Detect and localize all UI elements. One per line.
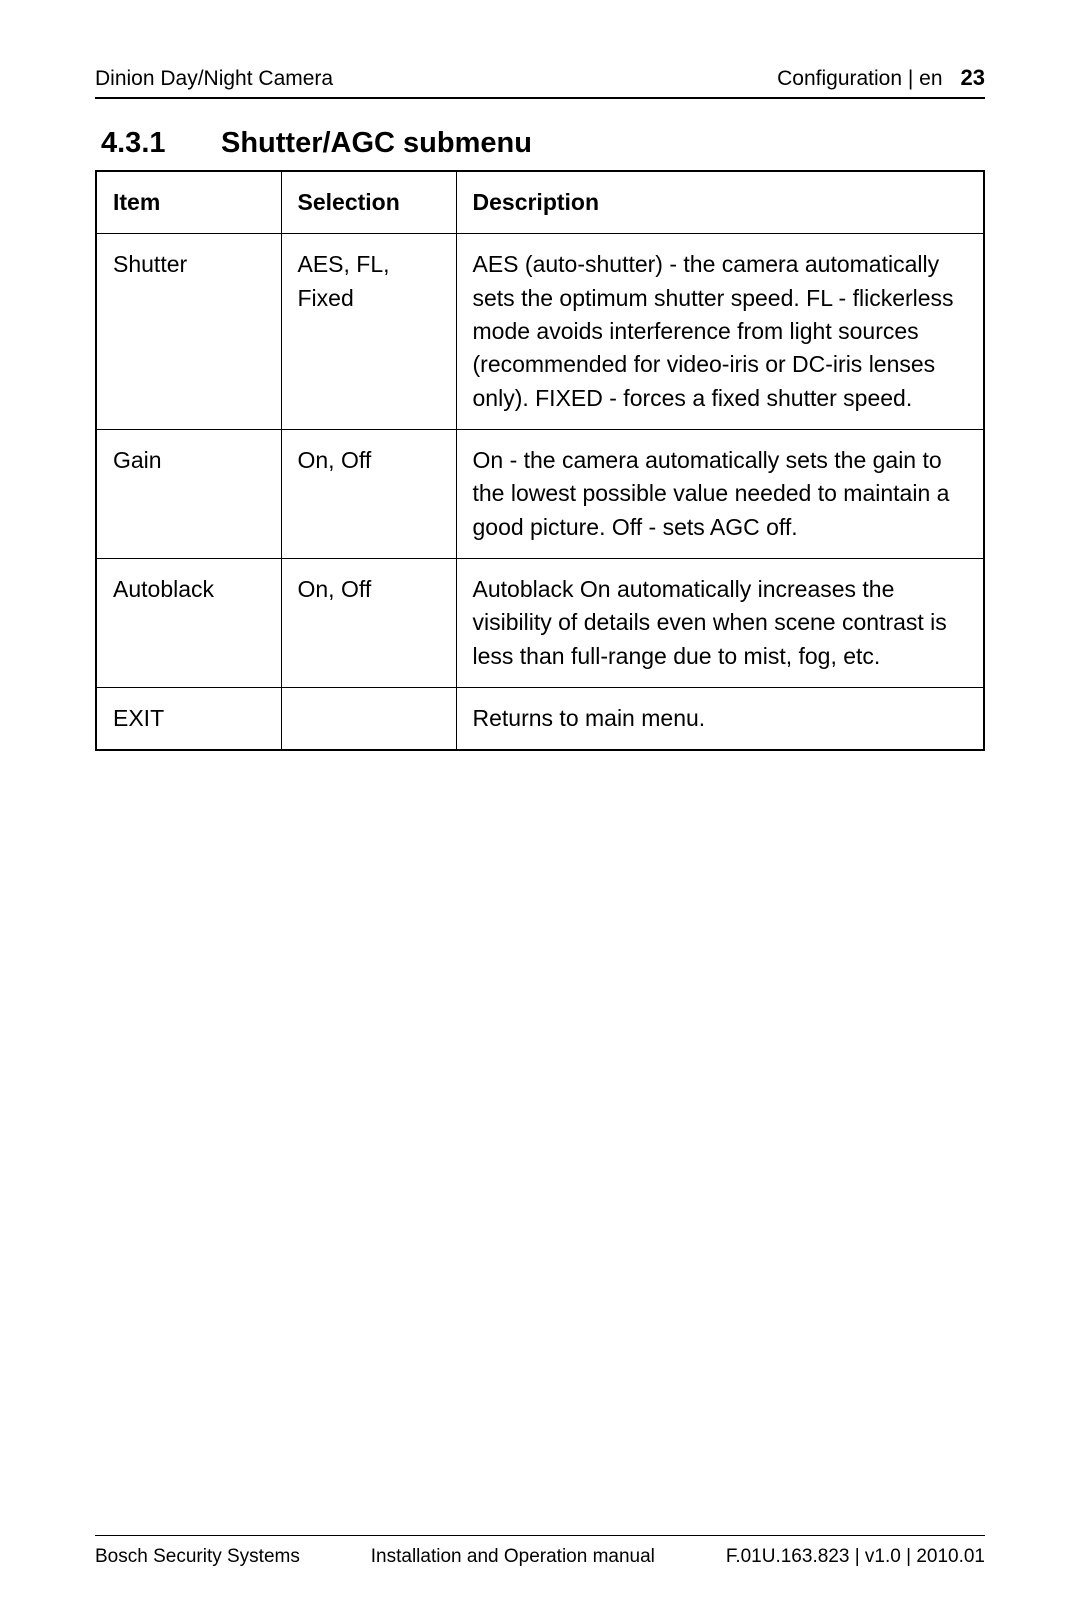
col-header-selection: Selection [281, 171, 456, 234]
page-footer: Bosch Security Systems Installation and … [95, 1535, 985, 1568]
cell-item: Shutter [96, 234, 281, 430]
cell-selection [281, 688, 456, 751]
page-number: 23 [961, 65, 985, 91]
page-header: Dinion Day/Night Camera Configuration | … [95, 65, 985, 99]
table-row: EXIT Returns to main menu. [96, 688, 984, 751]
cell-description: Returns to main menu. [456, 688, 984, 751]
section-number: 4.3.1 [101, 127, 221, 160]
table-row: Shutter AES, FL, Fixed AES (auto-shutter… [96, 234, 984, 430]
cell-item: EXIT [96, 688, 281, 751]
cell-item: Autoblack [96, 559, 281, 688]
footer-company: Bosch Security Systems [95, 1546, 300, 1568]
header-product-name: Dinion Day/Night Camera [95, 67, 333, 91]
cell-item: Gain [96, 430, 281, 559]
cell-description: On - the camera automatically sets the g… [456, 430, 984, 559]
cell-description: AES (auto-shutter) - the camera automati… [456, 234, 984, 430]
submenu-table: Item Selection Description Shutter AES, … [95, 170, 985, 751]
cell-description: Autoblack On automatically increases the… [456, 559, 984, 688]
cell-selection: AES, FL, Fixed [281, 234, 456, 430]
footer-doc-title: Installation and Operation manual [371, 1546, 655, 1568]
header-right-group: Configuration | en 23 [777, 65, 985, 91]
table-row: Gain On, Off On - the camera automatical… [96, 430, 984, 559]
col-header-item: Item [96, 171, 281, 234]
col-header-description: Description [456, 171, 984, 234]
header-section-label: Configuration | en [777, 67, 942, 91]
table-header-row: Item Selection Description [96, 171, 984, 234]
footer-doc-id: F.01U.163.823 | v1.0 | 2010.01 [726, 1546, 985, 1568]
cell-selection: On, Off [281, 430, 456, 559]
table-row: Autoblack On, Off Autoblack On automatic… [96, 559, 984, 688]
section-title: Shutter/AGC submenu [221, 127, 532, 160]
section-heading: 4.3.1 Shutter/AGC submenu [95, 127, 985, 160]
cell-selection: On, Off [281, 559, 456, 688]
page-spacer [95, 751, 985, 1535]
